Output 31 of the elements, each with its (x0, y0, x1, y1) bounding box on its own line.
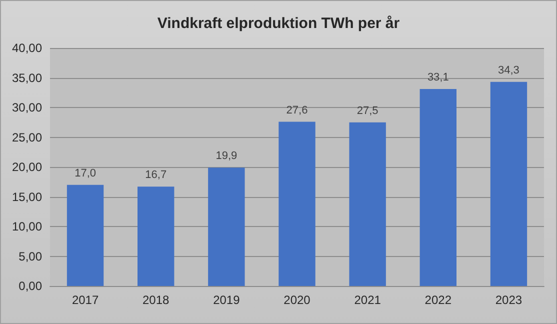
bar (349, 122, 386, 286)
bar (208, 168, 245, 286)
x-tick-label: 2022 (424, 293, 452, 307)
bar (138, 186, 174, 286)
data-label: 27,6 (286, 104, 308, 116)
y-tick-label: 10,00 (12, 220, 42, 234)
data-label: 17,0 (74, 167, 96, 180)
x-tick-label: 2023 (495, 293, 522, 307)
chart-title: Vindkraft elproduktion TWh per år (157, 15, 400, 32)
data-label: 27,5 (356, 104, 378, 117)
y-tick-label: 5,00 (18, 249, 42, 264)
data-label: 33,1 (427, 72, 449, 84)
bar (278, 122, 316, 286)
x-tick-label: 2019 (213, 293, 240, 307)
data-label: 16,7 (145, 169, 167, 182)
x-tick-label: 2017 (72, 293, 99, 307)
y-tick-label: 35,00 (12, 70, 42, 85)
bar (66, 184, 104, 286)
y-tick-label: 0,00 (18, 279, 42, 293)
data-label: 19,9 (216, 150, 238, 162)
y-tick-label: 20,00 (12, 160, 42, 174)
x-tick-label: 2020 (284, 293, 311, 307)
bar (490, 82, 528, 286)
y-tick-label: 25,00 (12, 130, 42, 144)
y-tick-label: 40,00 (12, 41, 42, 55)
bar (420, 89, 456, 286)
y-tick-label: 15,00 (12, 190, 42, 204)
data-label: 34,3 (498, 64, 520, 76)
y-tick-label: 30,00 (12, 100, 42, 114)
x-tick-label: 2018 (142, 293, 170, 307)
x-tick-label: 2021 (354, 293, 382, 307)
